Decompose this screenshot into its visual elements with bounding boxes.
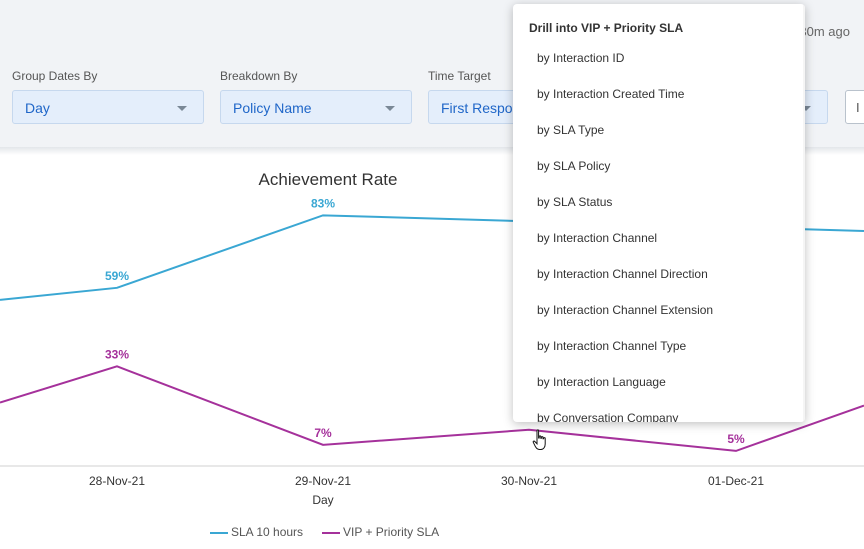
menu-item-interaction-channel[interactable]: by Interaction Channel	[537, 231, 658, 245]
legend-label-vip-priority-sla[interactable]: VIP + Priority SLA	[343, 525, 439, 539]
menu-item-interaction-channel-direction[interactable]: by Interaction Channel Direction	[537, 267, 708, 281]
menu-scrollbar[interactable]	[803, 4, 805, 422]
x-tick-label: 30-Nov-21	[501, 474, 557, 488]
filter-bar-shadow	[0, 147, 864, 155]
breakdown-label: Breakdown By	[220, 69, 298, 83]
menu-item-sla-status[interactable]: by SLA Status	[537, 195, 613, 209]
hand-cursor-icon	[532, 429, 546, 450]
chevron-down-icon	[801, 106, 811, 111]
data-label: 83%	[311, 196, 335, 210]
time-target-label: Time Target	[428, 69, 491, 83]
data-label: 7%	[314, 426, 332, 440]
data-label: 59%	[105, 269, 129, 283]
menu-item-interaction-channel-extension[interactable]: by Interaction Channel Extension	[537, 303, 714, 317]
group-dates-label: Group Dates By	[12, 69, 98, 83]
chevron-down-icon	[385, 106, 395, 111]
menu-item-interaction-id[interactable]: by Interaction ID	[537, 51, 625, 65]
menu-item-sla-type[interactable]: by SLA Type	[537, 123, 605, 137]
drill-down-menu: Drill into VIP + Priority SLA by Interac…	[513, 4, 805, 422]
data-label: 5%	[727, 432, 745, 446]
group-dates-select[interactable]: Day	[12, 90, 204, 124]
menu-item-interaction-language[interactable]: by Interaction Language	[537, 375, 666, 389]
legend-label-sla-10-hours[interactable]: SLA 10 hours	[231, 525, 303, 539]
menu-item-conversation-company[interactable]: by Conversation Company	[537, 411, 679, 422]
x-tick-label: 28-Nov-21	[89, 474, 145, 488]
chevron-down-icon	[177, 106, 187, 111]
menu-item-sla-policy[interactable]: by SLA Policy	[537, 159, 611, 173]
time-target-value: First Response	[441, 100, 536, 116]
menu-item-interaction-channel-type[interactable]: by Interaction Channel Type	[537, 339, 687, 353]
partial-button[interactable]: I	[845, 90, 864, 124]
menu-item-interaction-created-time[interactable]: by Interaction Created Time	[537, 87, 685, 101]
last-updated-text: 30m ago	[799, 24, 850, 39]
series-line-vip-priority-sla[interactable]	[0, 365, 864, 452]
chart-title: Achievement Rate	[259, 170, 398, 189]
x-tick-label: 01-Dec-21	[708, 474, 764, 488]
breakdown-value: Policy Name	[233, 100, 312, 116]
breakdown-select[interactable]: Policy Name	[220, 90, 412, 124]
data-label: 33%	[105, 347, 129, 361]
x-axis-title: Day	[312, 493, 333, 507]
menu-title: Drill into VIP + Priority SLA	[529, 21, 684, 35]
group-dates-value: Day	[25, 100, 50, 116]
x-tick-label: 29-Nov-21	[295, 474, 351, 488]
